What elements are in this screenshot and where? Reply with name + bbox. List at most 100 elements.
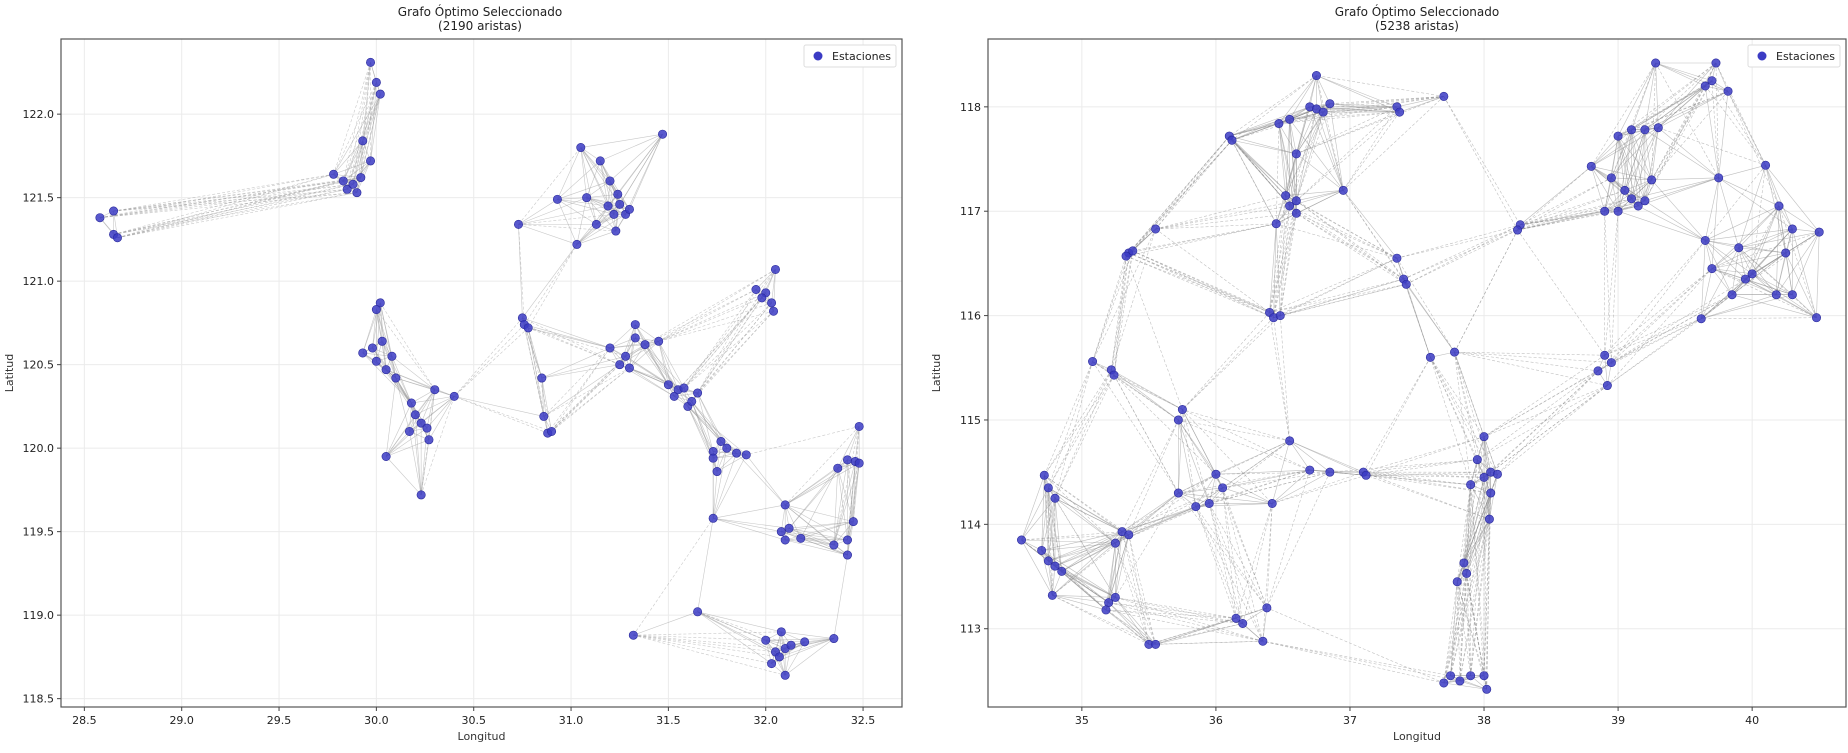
left-graph-edge — [629, 324, 636, 369]
right-graph-edge — [1092, 250, 1134, 362]
left-y-tick-label: 120.5 — [23, 359, 55, 372]
left-graph-edge — [113, 192, 357, 212]
right-graph-edge — [1704, 240, 1713, 269]
left-edges — [99, 62, 860, 676]
left-graph-edge — [586, 197, 620, 205]
right-graph-edge — [1272, 469, 1310, 504]
right-graph-edge — [1092, 228, 1156, 362]
right-graph-edge — [1631, 177, 1719, 199]
right-station-node — [1267, 498, 1277, 508]
right-station-node — [1586, 161, 1596, 171]
right-station-node — [1727, 290, 1737, 300]
right-graph-edge — [1195, 474, 1217, 507]
right-graph-edge — [1450, 581, 1458, 676]
left-graph-edge — [658, 341, 679, 390]
right-edges — [1021, 62, 1820, 690]
left-graph-edge — [580, 147, 611, 182]
left-graph-edge — [541, 347, 611, 379]
left-station-node — [572, 239, 582, 249]
right-graph-edge — [1262, 640, 1444, 684]
right-graph-edge — [1296, 111, 1400, 155]
right-graph-edge — [1231, 75, 1317, 141]
right-graph-edge — [1604, 318, 1702, 356]
right-graph-edge — [1280, 278, 1404, 316]
right-x-tick-label: 38 — [1477, 714, 1491, 727]
left-station-node — [406, 398, 416, 408]
right-graph-edge — [1644, 80, 1713, 201]
right-graph-edge — [1275, 223, 1281, 316]
right-graph-edge — [1463, 459, 1478, 564]
right-graph-edge — [1272, 471, 1364, 504]
right-graph-edge — [1128, 419, 1179, 535]
left-station-node — [552, 194, 562, 204]
right-graph-edge — [1289, 75, 1317, 120]
left-station-node — [366, 156, 376, 166]
right-graph-edge — [1105, 609, 1243, 624]
right-legend-marker-icon — [1757, 51, 1767, 61]
right-graph-edge — [1483, 385, 1608, 437]
left-station-node — [371, 356, 381, 366]
right-graph-edge — [1048, 487, 1129, 536]
right-graph-edge — [1044, 361, 1093, 476]
left-graph-edge — [800, 468, 839, 539]
right-graph-edge — [1128, 252, 1281, 316]
right-graph-edge — [1454, 351, 1605, 356]
right-graph-edge — [1470, 484, 1485, 676]
right-graph-edge — [1658, 62, 1717, 128]
left-station-node — [329, 169, 339, 179]
left-station-node — [658, 129, 668, 139]
right-graph-edge — [1430, 357, 1471, 485]
right-graph-edge — [1611, 240, 1706, 363]
right-x-tick-label: 35 — [1075, 714, 1089, 727]
left-graph-edge — [691, 401, 714, 452]
right-graph-edge — [1705, 240, 1753, 275]
right-station-node — [1258, 636, 1268, 646]
right-graph-edge — [1178, 409, 1183, 494]
left-graph-edge — [99, 192, 357, 218]
right-graph-edge — [1644, 129, 1719, 179]
right-graph-edge — [1443, 682, 1487, 690]
left-graph-edge — [113, 177, 361, 235]
right-graph-edge — [1396, 224, 1521, 259]
right-graph-edge — [1115, 597, 1156, 645]
left-x-tick-label: 28.5 — [72, 714, 97, 727]
left-graph-edge — [687, 406, 747, 456]
right-graph-edge — [1765, 165, 1780, 207]
right-graph-edge — [1235, 503, 1273, 619]
left-graph-edge — [356, 140, 364, 193]
right-graph-edge — [1279, 205, 1290, 316]
left-graph-edge — [426, 389, 436, 429]
right-graph-edge — [1121, 487, 1223, 532]
left-station-node — [547, 426, 557, 436]
left-station-node — [624, 204, 634, 214]
left-graph-edge — [557, 199, 597, 225]
right-graph-edge — [1054, 498, 1063, 572]
right-graph-edge — [1363, 471, 1471, 485]
right-graph-edge — [1148, 617, 1237, 645]
right-graph-edge — [1296, 200, 1404, 280]
left-station-node — [708, 513, 718, 523]
right-station-node — [1459, 558, 1469, 568]
right-graph-edge — [1155, 223, 1277, 230]
right-station-node — [1231, 613, 1241, 623]
right-graph-edge — [1296, 106, 1398, 202]
left-graph-edge — [658, 292, 766, 342]
left-graph-edge — [644, 269, 776, 345]
left-station-node — [732, 448, 742, 458]
left-graph-edge — [837, 468, 848, 541]
right-y-tick-label: 115 — [960, 414, 981, 427]
left-graph-edge — [712, 448, 728, 519]
right-graph-edge — [1296, 213, 1404, 280]
right-graph-edge — [1517, 229, 1605, 356]
right-graph-edge — [1658, 127, 1766, 166]
right-station-node — [1812, 313, 1822, 323]
left-graph-edge — [853, 461, 856, 522]
right-graph-edge — [1115, 543, 1150, 645]
right-chart-title: Grafo Óptimo Seleccionado — [1335, 4, 1499, 19]
right-graph-edge — [1617, 179, 1652, 212]
left-station-node — [375, 89, 385, 99]
right-graph-edge — [1316, 75, 1397, 108]
right-graph-edge — [1396, 229, 1518, 259]
left-graph-edge — [644, 344, 685, 389]
right-x-tick-label: 37 — [1343, 714, 1357, 727]
